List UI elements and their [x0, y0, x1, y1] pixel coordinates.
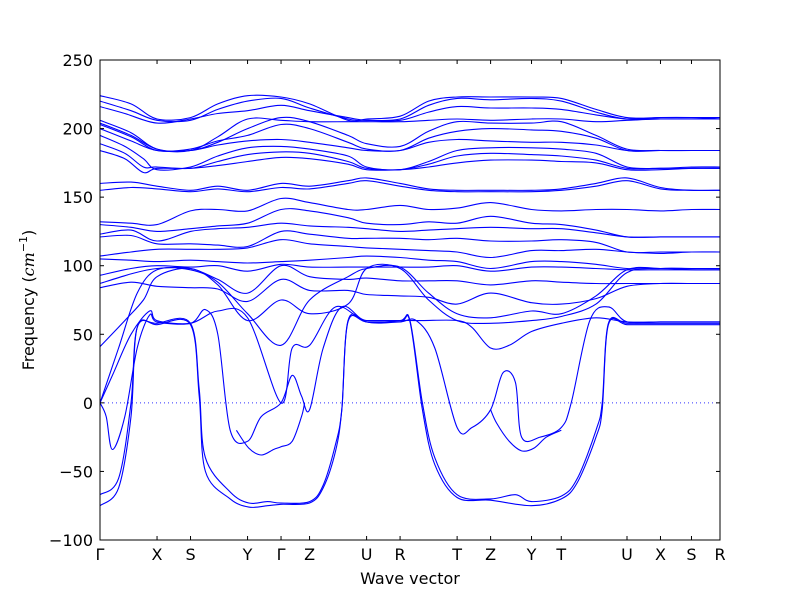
y-tick-label: 100: [62, 257, 93, 276]
x-tick-label-15: S: [686, 545, 696, 564]
band-line-5: [100, 116, 720, 152]
band-line-1: [100, 94, 720, 122]
plot-frame: [99, 59, 721, 541]
x-tick-label-5: Γ: [277, 545, 286, 564]
band-line-13: [100, 197, 720, 226]
y-tick-label: 50: [73, 325, 93, 344]
x-tick-label-11: Y: [526, 545, 537, 564]
band-line-7: [100, 128, 720, 152]
y-tick-label: −100: [49, 531, 93, 550]
y-tick-label: −50: [59, 462, 93, 481]
band-line-16: [100, 230, 720, 254]
band-line-18: [100, 255, 720, 270]
band-line-12: [100, 180, 720, 193]
band-line-22: [100, 264, 720, 404]
y-tick-label: 200: [62, 120, 93, 139]
x-tick-label-10: Z: [485, 545, 496, 564]
y-tick-label: 0: [83, 394, 93, 413]
y-axis-title: Frequency (cm−1): [17, 230, 38, 371]
x-tick-label-13: U: [621, 545, 633, 564]
band-line-8: [100, 134, 720, 171]
x-tick-label-3: S: [185, 545, 195, 564]
x-tick-label-14: X: [655, 545, 666, 564]
band-line-10: [100, 149, 720, 174]
y-axis: −100 −50 0 50 100 150 200 250: [49, 51, 720, 550]
band-line-29: [490, 409, 562, 452]
band-line-27: [100, 314, 720, 508]
x-tick-label-8: R: [395, 545, 406, 564]
x-tick-label-7: U: [361, 545, 373, 564]
band-line-14: [100, 208, 720, 238]
band-line-23: [100, 263, 720, 347]
band-line-4: [100, 117, 720, 153]
x-tick-label-2: X: [152, 545, 163, 564]
band-line-11: [100, 177, 720, 192]
y-tick-label: 150: [62, 188, 93, 207]
x-tick-label-6: Z: [304, 545, 315, 564]
y-tick-label: 250: [62, 51, 93, 70]
band-line-3: [100, 104, 720, 124]
x-tick-label-4: Y: [242, 545, 253, 564]
band-line-17: [100, 239, 720, 259]
band-line-6: [100, 123, 720, 152]
band-line-15: [100, 222, 720, 242]
band-lines: [100, 94, 720, 508]
x-axis-title: Wave vector: [360, 569, 460, 588]
band-line-21: [100, 278, 720, 306]
x-tick-label-12: T: [555, 545, 566, 564]
x-tick-label-9: T: [451, 545, 462, 564]
x-tick-label-16: R: [714, 545, 725, 564]
band-line-26: [100, 313, 720, 505]
x-tick-label-1: Γ: [96, 545, 105, 564]
band-line-28: [235, 402, 306, 456]
